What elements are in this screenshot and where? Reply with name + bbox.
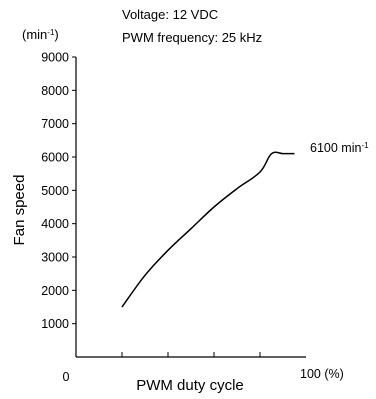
- y-tick-label: 4000: [41, 217, 69, 231]
- y-axis-title: Fan speed: [11, 175, 28, 246]
- y-unit-label: (min-1): [22, 27, 59, 42]
- end-value-label: 6100 min-1: [310, 141, 369, 156]
- y-tick-label: 2000: [41, 284, 69, 298]
- y-tick-label: 9000: [41, 51, 69, 65]
- y-tick-label: 6000: [41, 151, 69, 165]
- y-tick-label: 8000: [41, 84, 69, 98]
- x-origin-label: 0: [63, 370, 70, 384]
- y-ticks: 1000 2000 3000 4000 5000 6000 7000 8000 9000: [41, 51, 76, 331]
- x-axis-title: PWM duty cycle: [136, 377, 244, 394]
- x-max-label: 100 (%): [300, 367, 344, 381]
- y-tick-label: 5000: [41, 184, 69, 198]
- annotation-pwm-frequency: PWM frequency: 25 kHz: [122, 30, 262, 45]
- x-ticks: [121, 352, 261, 357]
- annotation-voltage: Voltage: 12 VDC: [122, 7, 218, 22]
- y-tick-label: 7000: [41, 117, 69, 131]
- series-line-fan-speed: [121, 151, 295, 308]
- y-tick-label: 3000: [41, 251, 69, 265]
- y-tick-label: 1000: [41, 317, 69, 331]
